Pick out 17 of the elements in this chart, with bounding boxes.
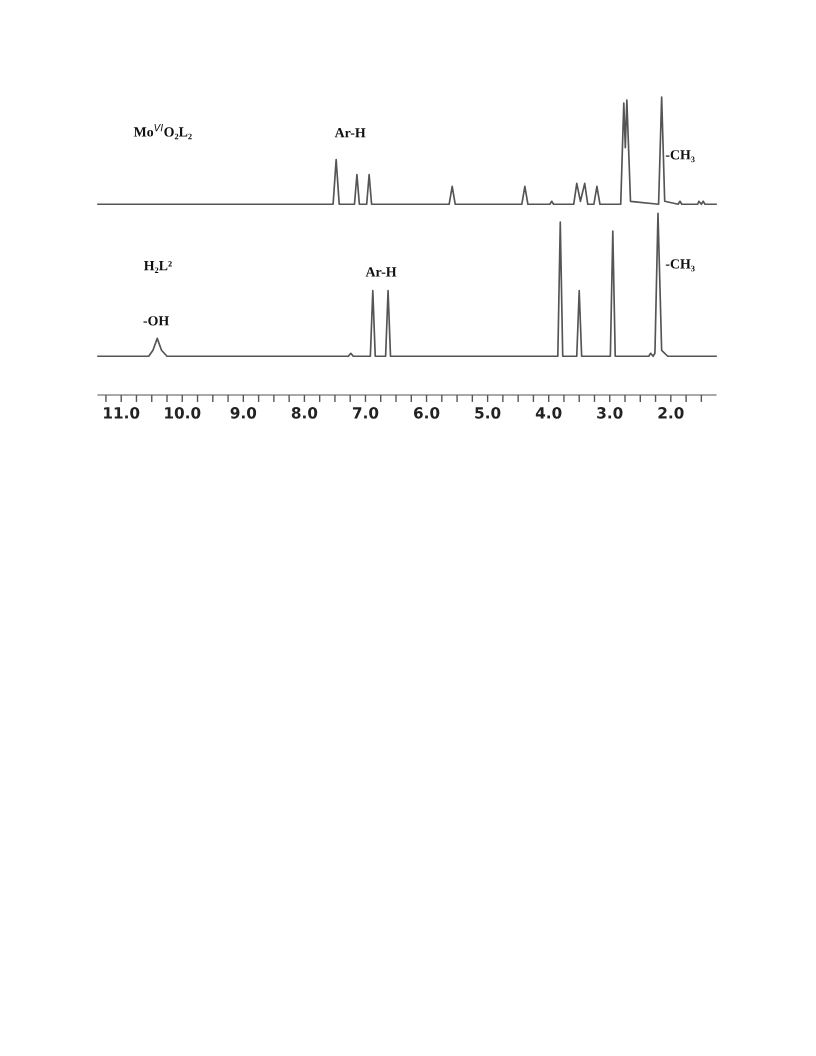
annotation: -CH₃ bbox=[665, 150, 695, 163]
x-tick-label: 7.0 bbox=[352, 407, 379, 419]
annotation: -CH₃ bbox=[665, 259, 695, 272]
x-tick-label: 3.0 bbox=[597, 407, 623, 419]
annotation: Ar-H bbox=[365, 267, 397, 277]
annotation: Ar-H bbox=[334, 128, 366, 138]
x-tick-label: 8.0 bbox=[291, 407, 318, 419]
x-tick-label: 9.0 bbox=[230, 407, 257, 419]
x-tick-label: 10.0 bbox=[165, 407, 201, 419]
x-tick-label: 4.0 bbox=[535, 407, 562, 419]
x-tick-label: 11.0 bbox=[104, 407, 140, 419]
x-tick-label: 2.0 bbox=[658, 407, 684, 419]
annotation: Mo$^{VI}$O₂L₂ bbox=[133, 124, 192, 140]
x-tick-label: 5.0 bbox=[475, 407, 501, 419]
annotation: -OH bbox=[143, 316, 169, 326]
annotation: H₂L² bbox=[143, 261, 172, 273]
x-tick-label: 6.0 bbox=[413, 407, 440, 419]
